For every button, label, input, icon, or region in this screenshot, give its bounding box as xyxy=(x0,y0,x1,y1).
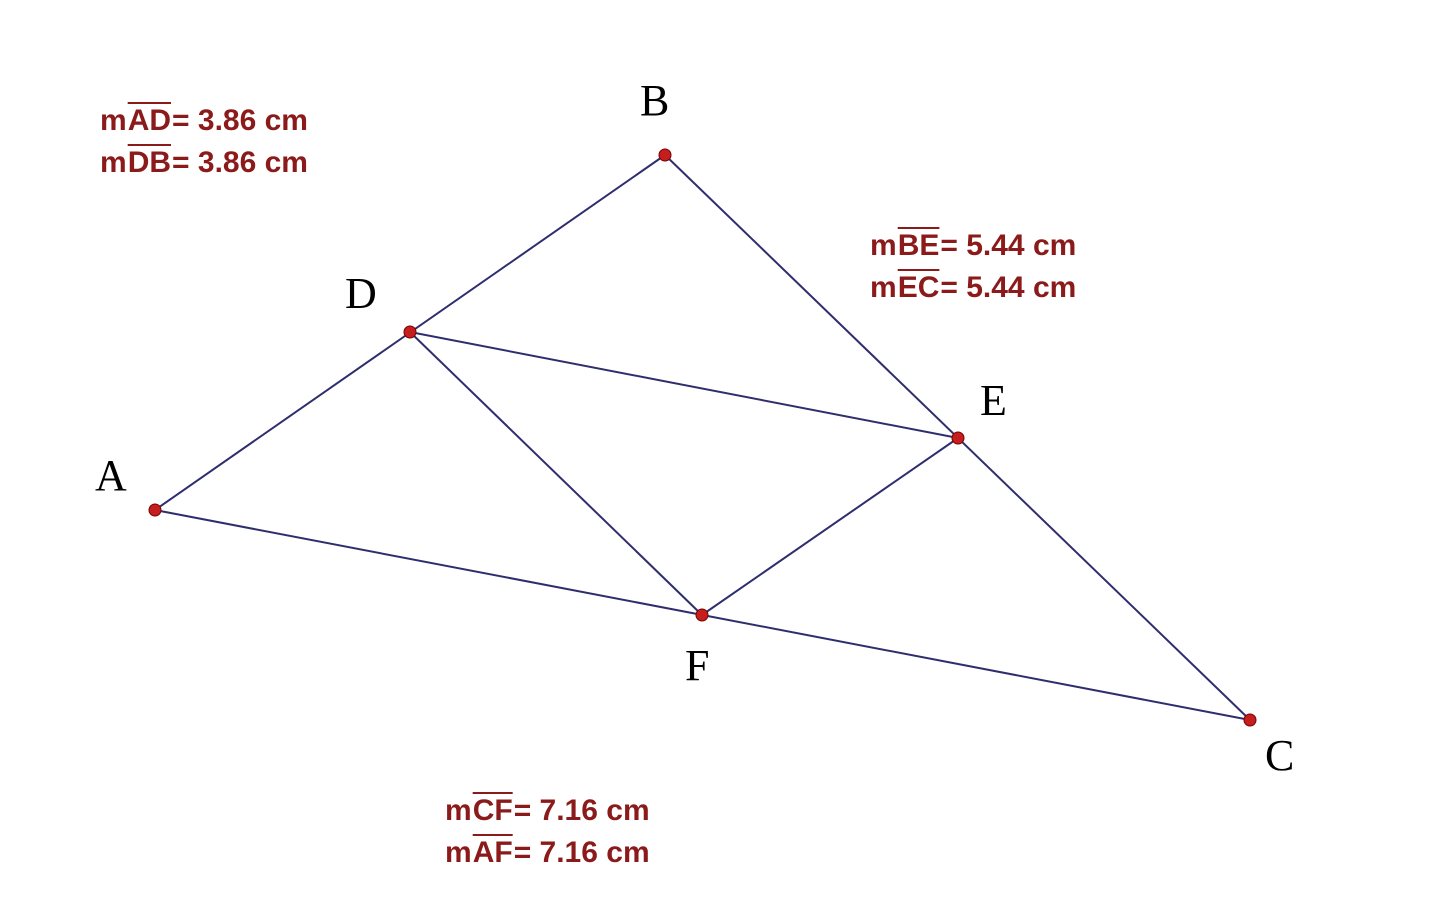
segment-EF xyxy=(702,438,958,615)
measurement-group-1: m BE = 5.44 cmm EC = 5.44 cm xyxy=(870,225,1076,309)
measurement-segment: AF xyxy=(472,832,514,874)
measurement-prefix: m xyxy=(100,100,127,142)
measurement-value: = 3.86 cm xyxy=(172,142,308,184)
measurement-line: m BE = 5.44 cm xyxy=(870,225,1076,267)
measurement-value: = 5.44 cm xyxy=(940,225,1076,267)
measurement-prefix: m xyxy=(445,790,472,832)
measurement-prefix: m xyxy=(870,267,897,309)
point-D xyxy=(404,326,416,338)
label-A: A xyxy=(95,450,127,501)
segment-DF xyxy=(410,332,702,615)
measurement-line: m DB = 3.86 cm xyxy=(100,142,308,184)
label-B: B xyxy=(640,75,669,126)
segment-DE xyxy=(410,332,958,438)
measurement-segment: DB xyxy=(127,142,172,184)
measurement-value: = 5.44 cm xyxy=(940,267,1076,309)
point-C xyxy=(1244,714,1256,726)
label-E: E xyxy=(980,375,1007,426)
measurement-segment: BE xyxy=(897,225,941,267)
measurement-segment: CF xyxy=(472,790,514,832)
measurement-line: m AD = 3.86 cm xyxy=(100,100,308,142)
label-F: F xyxy=(685,640,709,691)
measurement-value: = 7.16 cm xyxy=(514,832,650,874)
point-A xyxy=(149,504,161,516)
label-D: D xyxy=(345,268,377,319)
measurement-prefix: m xyxy=(100,142,127,184)
measurement-prefix: m xyxy=(445,832,472,874)
measurement-segment: AD xyxy=(127,100,172,142)
measurement-line: m AF = 7.16 cm xyxy=(445,832,650,874)
point-B xyxy=(659,149,671,161)
measurement-value: = 3.86 cm xyxy=(172,100,308,142)
measurement-line: m EC = 5.44 cm xyxy=(870,267,1076,309)
point-F xyxy=(696,609,708,621)
measurement-value: = 7.16 cm xyxy=(514,790,650,832)
label-C: C xyxy=(1265,730,1294,781)
measurement-segment: EC xyxy=(897,267,941,309)
measurement-line: m CF = 7.16 cm xyxy=(445,790,650,832)
measurement-prefix: m xyxy=(870,225,897,267)
measurement-group-0: m AD = 3.86 cmm DB = 3.86 cm xyxy=(100,100,308,184)
diagram-canvas: ABCDEF m AD = 3.86 cmm DB = 3.86 cmm BE … xyxy=(0,0,1440,910)
point-E xyxy=(952,432,964,444)
measurement-group-2: m CF = 7.16 cmm AF = 7.16 cm xyxy=(445,790,650,874)
